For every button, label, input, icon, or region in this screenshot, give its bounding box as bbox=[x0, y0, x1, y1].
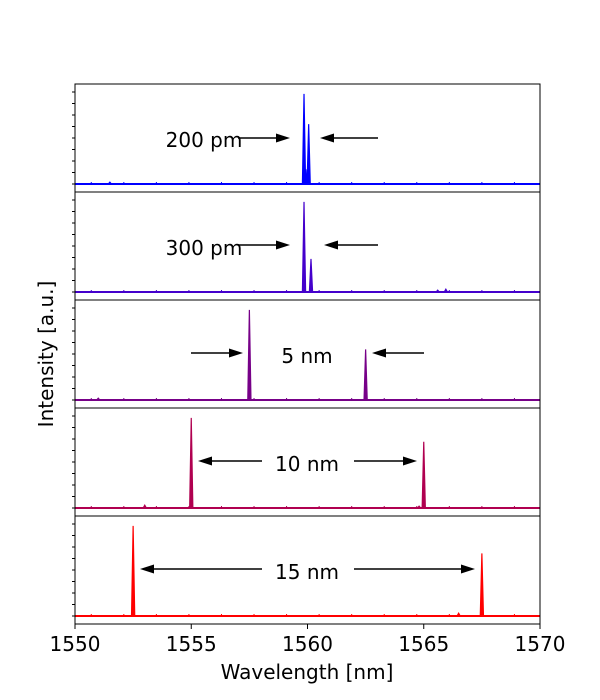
separation-label: 10 nm bbox=[275, 452, 339, 476]
arrow-head bbox=[403, 456, 417, 466]
x-tick-label: 1550 bbox=[50, 632, 101, 656]
spectrum-peak bbox=[303, 169, 309, 185]
spectrum-peak bbox=[130, 525, 136, 617]
arrow-head bbox=[320, 133, 334, 143]
x-axis: 1550 1555 1560 1565 1570 bbox=[50, 624, 566, 656]
separation-label: 200 pm bbox=[166, 128, 243, 152]
arrow-head bbox=[140, 564, 154, 574]
arrow-head bbox=[324, 240, 338, 250]
spectrum-peak bbox=[455, 612, 462, 617]
panel-frame bbox=[74, 191, 541, 301]
spectrum-peak bbox=[479, 553, 485, 617]
separation-label: 5 nm bbox=[281, 344, 332, 368]
spectrum-panel: 200 pm bbox=[72, 83, 541, 193]
x-tick-label: 1555 bbox=[166, 632, 217, 656]
spectrum-peak bbox=[301, 201, 307, 293]
separation-label: 15 nm bbox=[275, 560, 339, 584]
x-tick-label: 1560 bbox=[282, 632, 333, 656]
spectrum-peak bbox=[434, 289, 441, 293]
spectrum-peak bbox=[142, 504, 148, 509]
spectrum-peak bbox=[189, 417, 194, 509]
spectrum-peak bbox=[443, 288, 449, 293]
arrow-head bbox=[461, 564, 475, 574]
spectrum-peak bbox=[247, 309, 252, 401]
x-axis-label: Wavelength [nm] bbox=[221, 660, 394, 684]
spectrum-peak bbox=[306, 124, 311, 185]
spectrum-peak bbox=[416, 505, 423, 509]
x-tick-label: 1570 bbox=[515, 632, 566, 656]
arrow-head bbox=[198, 456, 212, 466]
spectrum-peak bbox=[301, 93, 307, 185]
spectrum-peak bbox=[363, 349, 368, 401]
arrow-head bbox=[372, 348, 386, 358]
panels-layer: 200 pm 300 pm 5 nm 10 nm 15 nm bbox=[72, 83, 541, 625]
spectrum-panel: 300 pm bbox=[72, 191, 541, 301]
spectrum-panel: 15 nm bbox=[72, 515, 541, 625]
separation-label: 300 pm bbox=[166, 236, 243, 260]
arrow-head bbox=[276, 133, 290, 143]
spectrum-peak bbox=[106, 181, 113, 185]
arrow-head bbox=[229, 348, 243, 358]
spectrum-peak bbox=[308, 258, 314, 293]
arrow-head bbox=[276, 240, 290, 250]
y-axis-label: Intensity [a.u.] bbox=[34, 281, 58, 428]
x-tick-label: 1565 bbox=[398, 632, 449, 656]
spectrum-panel: 5 nm bbox=[72, 299, 541, 409]
spectrum-peak bbox=[95, 397, 102, 401]
spectrum-panel: 10 nm bbox=[72, 407, 541, 517]
spectrum-peak bbox=[421, 441, 426, 509]
